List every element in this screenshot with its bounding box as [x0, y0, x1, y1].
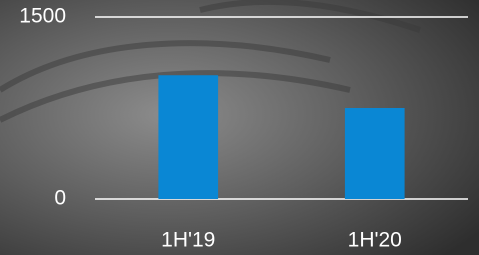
- x-tick-label: 1H'20: [348, 229, 402, 252]
- x-tick-label: 1H'19: [161, 229, 215, 252]
- bar: [158, 75, 218, 199]
- background: [0, 0, 479, 255]
- bar: [345, 108, 405, 199]
- page: 015001H'191H'20 (() => { const data = JS…: [0, 0, 479, 255]
- chart: 0 1500 1H'19 1H'20: [0, 0, 479, 255]
- y-tick-label: 0: [54, 187, 66, 210]
- y-tick-label: 1500: [19, 5, 66, 28]
